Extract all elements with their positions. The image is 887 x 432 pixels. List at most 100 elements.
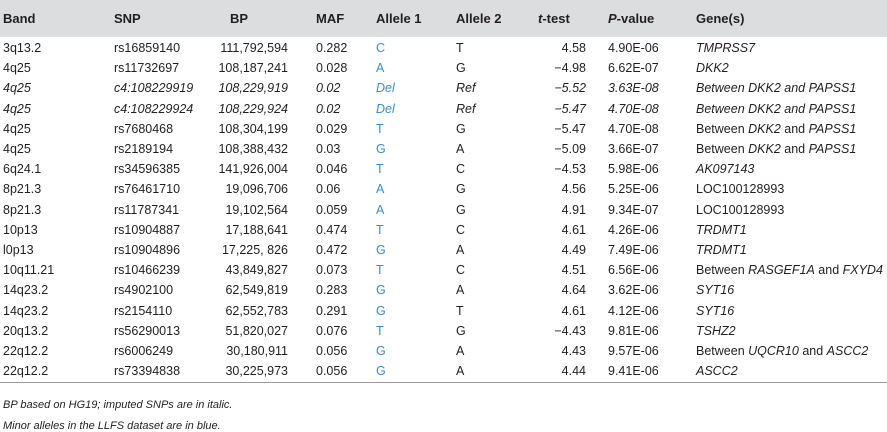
table-row: 14q23.2 rs4902100 62,549,819 0.283 G A 4.64 3.6… bbox=[0, 280, 887, 300]
gene-text: Between bbox=[696, 263, 749, 278]
cell-allele1: A bbox=[376, 202, 385, 217]
cell-allele2: A bbox=[456, 283, 465, 298]
col-header-pvalue: P-value bbox=[608, 11, 654, 26]
cell-maf: 0.282 bbox=[316, 41, 348, 55]
table-row: 8p21.3 rs76461710 19,096,706 0.06 A G 4.56 5.25… bbox=[0, 179, 887, 199]
table-bottom-rule bbox=[0, 382, 887, 384]
cell-allele1: Del bbox=[376, 101, 395, 116]
cell-ttest: 4.61 bbox=[561, 303, 586, 318]
gene-text: PAPSS1 bbox=[808, 142, 857, 156]
col-header-allele2: Allele 2 bbox=[456, 11, 502, 26]
gene-text: and bbox=[798, 344, 827, 358]
cell-pvalue: 7.49E-06 bbox=[608, 243, 659, 257]
table-row: 22q12.2 rs73394838 30,225,973 0.056 G A 4.44 9.… bbox=[0, 361, 887, 381]
gene-text: Between bbox=[696, 81, 749, 96]
gene-text: ASCC2 bbox=[696, 364, 738, 379]
cell-snp: rs6006249 bbox=[114, 344, 174, 358]
col-header-maf: MAF bbox=[316, 11, 345, 26]
cell-genes: Between DKK2 and PAPSS1 bbox=[696, 142, 856, 156]
gene-text: LOC100128993 bbox=[696, 202, 785, 217]
cell-bp: 141,926,004 bbox=[218, 162, 288, 177]
gene-text: and bbox=[780, 121, 809, 136]
cell-ttest: −5.52 bbox=[554, 81, 586, 96]
cell-pvalue: 3.66E-07 bbox=[608, 142, 659, 156]
gene-text: Between bbox=[696, 142, 749, 156]
cell-ttest: 4.49 bbox=[561, 243, 586, 257]
cell-allele1: T bbox=[376, 323, 384, 338]
cell-allele1: G bbox=[376, 364, 386, 379]
cell-bp: 17,188,641 bbox=[225, 222, 288, 237]
gene-text: PAPSS1 bbox=[808, 81, 857, 96]
col-header-bp: BP bbox=[230, 11, 249, 26]
cell-allele1: T bbox=[376, 222, 384, 237]
table-row: 4q25 c4:108229924 108,229,924 0.02 Del Ref −5.… bbox=[0, 99, 887, 119]
cell-maf: 0.029 bbox=[316, 121, 348, 136]
cell-maf: 0.472 bbox=[316, 243, 348, 257]
cell-snp: rs56290013 bbox=[114, 323, 181, 338]
cell-allele1: A bbox=[376, 61, 385, 76]
table-row: 4q25 rs11732697 108,187,241 0.028 A G −4.98 6.6… bbox=[0, 58, 887, 78]
col-header-allele1: Allele 1 bbox=[376, 11, 422, 26]
cell-maf: 0.028 bbox=[316, 61, 348, 76]
cell-allele2: Ref bbox=[456, 101, 476, 116]
cell-genes: LOC100128993 bbox=[696, 203, 784, 217]
cell-maf: 0.056 bbox=[316, 364, 348, 379]
gene-text: and bbox=[780, 101, 809, 116]
cell-allele1: G bbox=[376, 303, 386, 318]
cell-allele1: G bbox=[376, 142, 386, 156]
cell-genes: AK097143 bbox=[696, 162, 754, 176]
gene-text: TRDMT1 bbox=[696, 222, 747, 237]
table-row: 20q13.2 rs56290013 51,820,027 0.076 T G −4.43 9… bbox=[0, 321, 887, 341]
col-header-band: Band bbox=[3, 11, 36, 26]
cell-allele2: Ref bbox=[456, 81, 476, 96]
footnote-minor-allele: Minor alleles in the LLFS dataset are in… bbox=[3, 420, 221, 432]
cell-snp: rs10904887 bbox=[114, 222, 181, 237]
cell-snp: rs16859140 bbox=[114, 41, 181, 55]
cell-bp: 51,820,027 bbox=[225, 323, 288, 338]
table-row: 6q24.1 rs34596385 141,926,004 0.046 T C −4.53 5… bbox=[0, 159, 887, 179]
cell-pvalue: 3.62E-06 bbox=[608, 283, 659, 298]
gene-text: DKK2 bbox=[748, 121, 781, 136]
cell-maf: 0.291 bbox=[316, 303, 348, 318]
cell-genes: TRDMT1 bbox=[696, 223, 747, 237]
cell-pvalue: 9.57E-06 bbox=[608, 344, 659, 358]
cell-allele2: G bbox=[456, 202, 466, 217]
cell-snp: rs11732697 bbox=[114, 61, 180, 76]
gene-text: and bbox=[814, 263, 843, 278]
cell-allele2: T bbox=[456, 41, 464, 55]
col-header-genes: Gene(s) bbox=[696, 11, 745, 26]
cell-genes: Between DKK2 and PAPSS1 bbox=[696, 102, 856, 116]
cell-band: l0p13 bbox=[3, 243, 34, 257]
cell-genes: TSHZ2 bbox=[696, 324, 736, 338]
cell-ttest: −5.47 bbox=[554, 121, 586, 136]
gene-text: PAPSS1 bbox=[808, 101, 857, 116]
col-header-pvalue-suffix: -value bbox=[616, 11, 655, 26]
cell-band: 10q11.21 bbox=[3, 263, 55, 278]
gene-text: Between bbox=[696, 344, 749, 358]
cell-bp: 30,180,911 bbox=[226, 344, 288, 358]
gene-text: DKK2 bbox=[696, 61, 729, 76]
table-row: 10p13 rs10904887 17,188,641 0.474 T C 4.61 4.26… bbox=[0, 220, 887, 240]
cell-band: 4q25 bbox=[3, 101, 31, 116]
cell-genes: Between DKK2 and PAPSS1 bbox=[696, 122, 856, 136]
cell-pvalue: 5.98E-06 bbox=[608, 162, 659, 177]
cell-ttest: −5.47 bbox=[554, 101, 586, 116]
cell-bp: 111,792,594 bbox=[220, 41, 288, 55]
cell-snp: rs7680468 bbox=[114, 121, 174, 136]
gene-text: FXYD4 bbox=[842, 263, 883, 278]
table-row: 4q25 c4:108229919 108,229,919 0.02 Del Ref −5.… bbox=[0, 78, 887, 98]
cell-bp: 62,549,819 bbox=[225, 283, 288, 298]
cell-pvalue: 4.70E-08 bbox=[608, 121, 659, 136]
cell-band: 22q12.2 bbox=[3, 344, 49, 358]
table-row: 3q13.2 rs16859140 111,792,594 0.282 C T 4.58 4.… bbox=[0, 38, 887, 58]
cell-bp: 43,849,827 bbox=[225, 263, 288, 278]
cell-ttest: 4.56 bbox=[561, 182, 586, 197]
table-header-row: Band SNP BP MAF Allele 1 Allele 2 t-test… bbox=[0, 0, 887, 37]
cell-maf: 0.283 bbox=[316, 283, 348, 298]
col-header-snp: SNP bbox=[114, 11, 141, 26]
cell-band: 4q25 bbox=[3, 61, 31, 76]
gene-text: TSHZ2 bbox=[696, 323, 736, 338]
cell-genes: LOC100128993 bbox=[696, 182, 784, 196]
table-row: 4q25 rs7680468 108,304,199 0.029 T G −5.47 4.70… bbox=[0, 119, 887, 139]
cell-allele1: A bbox=[376, 182, 385, 197]
